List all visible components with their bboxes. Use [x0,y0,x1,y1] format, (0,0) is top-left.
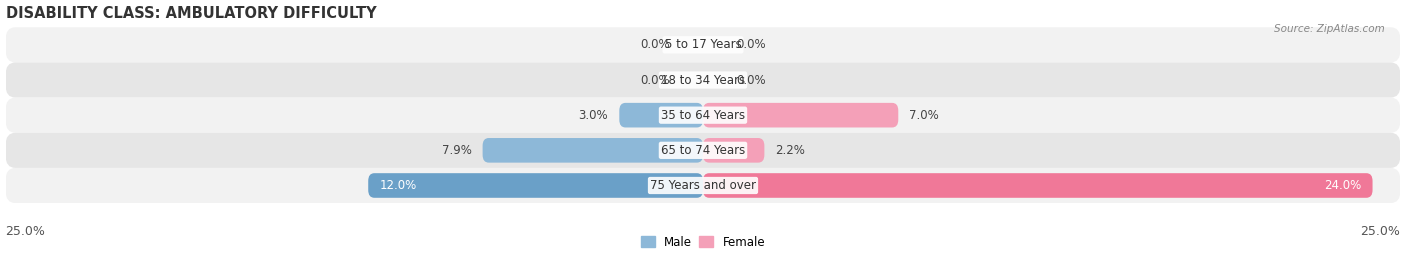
Text: 0.0%: 0.0% [640,73,669,87]
Text: 0.0%: 0.0% [640,38,669,51]
Text: 7.0%: 7.0% [910,109,939,122]
FancyBboxPatch shape [6,168,1400,203]
Text: 75 Years and over: 75 Years and over [650,179,756,192]
FancyBboxPatch shape [482,138,703,163]
FancyBboxPatch shape [619,103,703,128]
FancyBboxPatch shape [6,98,1400,133]
FancyBboxPatch shape [6,62,1400,98]
Text: 25.0%: 25.0% [6,225,45,238]
FancyBboxPatch shape [6,133,1400,168]
Text: 18 to 34 Years: 18 to 34 Years [661,73,745,87]
Text: 12.0%: 12.0% [380,179,416,192]
FancyBboxPatch shape [368,173,703,198]
Text: 65 to 74 Years: 65 to 74 Years [661,144,745,157]
FancyBboxPatch shape [703,103,898,128]
Text: 24.0%: 24.0% [1324,179,1361,192]
FancyBboxPatch shape [703,173,1372,198]
Text: 35 to 64 Years: 35 to 64 Years [661,109,745,122]
Text: 25.0%: 25.0% [1361,225,1400,238]
Text: 3.0%: 3.0% [578,109,609,122]
Text: 5 to 17 Years: 5 to 17 Years [665,38,741,51]
Legend: Male, Female: Male, Female [636,231,770,253]
FancyBboxPatch shape [6,27,1400,62]
Text: 2.2%: 2.2% [776,144,806,157]
Text: 0.0%: 0.0% [737,73,766,87]
Text: 0.0%: 0.0% [737,38,766,51]
FancyBboxPatch shape [703,138,765,163]
Text: Source: ZipAtlas.com: Source: ZipAtlas.com [1274,24,1385,34]
Text: DISABILITY CLASS: AMBULATORY DIFFICULTY: DISABILITY CLASS: AMBULATORY DIFFICULTY [6,6,377,20]
Text: 7.9%: 7.9% [441,144,471,157]
